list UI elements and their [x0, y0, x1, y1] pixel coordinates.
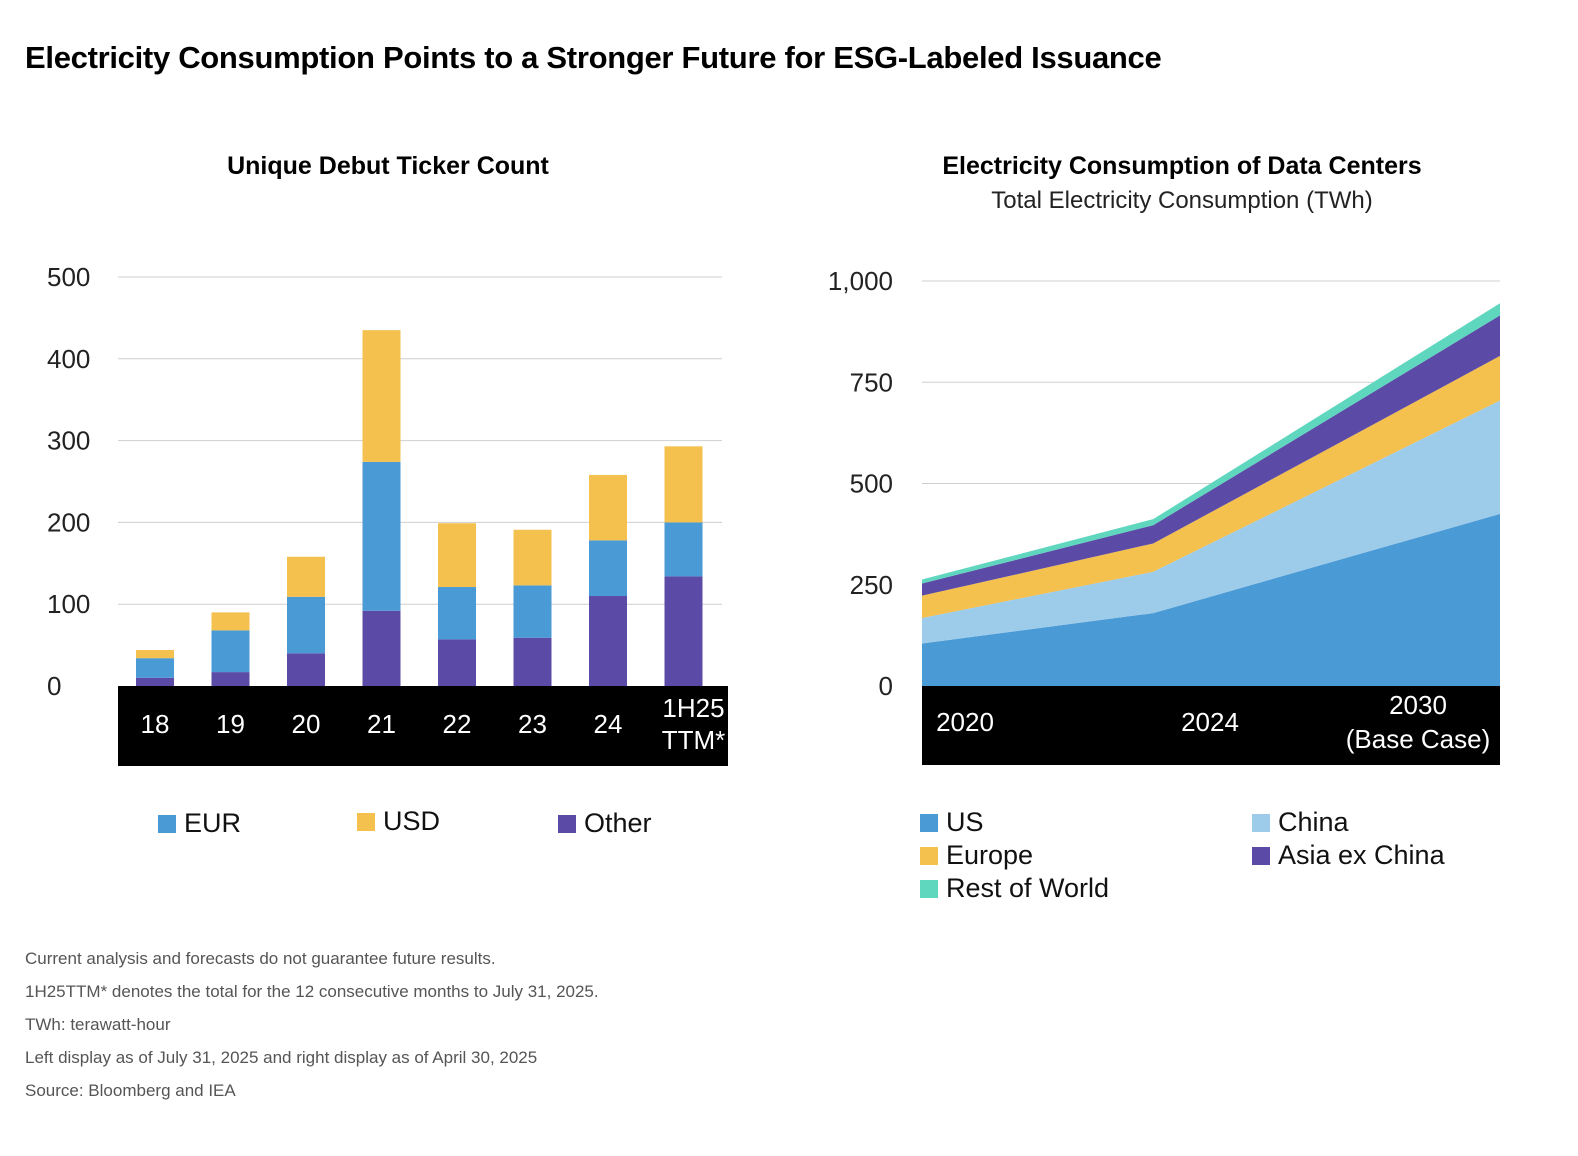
x-tick-label: 1H25 [662, 693, 724, 723]
y-tick-label: 200 [47, 507, 90, 537]
x-axis-band [922, 686, 1500, 765]
x-tick-label: 21 [367, 709, 396, 739]
legend-swatch [158, 814, 176, 833]
legend-item-usd: USD [357, 806, 440, 837]
bar-chart: 0 100 200 300 400 500 18 19 20 21 22 23 24 1H25TTM* [47, 262, 728, 766]
bar-usd-24 [589, 474, 627, 541]
bar-eur-19 [211, 630, 250, 673]
y-tick-label: 300 [47, 426, 90, 456]
bar-eur-20 [287, 596, 325, 654]
legend-label: China [1278, 807, 1349, 837]
bar-other-19 [211, 672, 250, 686]
x-tick-label: 2020 [936, 707, 994, 737]
x-tick-label: 18 [141, 709, 170, 739]
y-tick-label: 400 [47, 344, 90, 374]
bar-usd-1h25-ttm [664, 446, 703, 523]
legend-label: Europe [946, 840, 1034, 870]
x-tick-label: 24 [594, 709, 623, 739]
legend-swatch [920, 813, 938, 832]
area-chart: 0 250 500 750 1,000 2020 2024 2030 (Base Case) [828, 266, 1500, 765]
right-chart-title: Electricity Consumption of Data Centers [942, 152, 1422, 180]
legend-label: US [946, 807, 984, 837]
legend-item-china: China [1252, 807, 1349, 838]
legend-item-rest-of-world: Rest of World [920, 873, 1109, 904]
y-tick-label: 0 [879, 671, 893, 701]
page-title: Electricity Consumption Points to a Stro… [25, 40, 1162, 75]
bar-eur-1h25-ttm [664, 522, 703, 577]
bar-usd-23 [513, 529, 552, 586]
bar-other-20 [287, 653, 325, 686]
bar-other-18 [136, 677, 174, 686]
x-tick-label: 19 [216, 709, 245, 739]
bar-eur-23 [513, 585, 552, 638]
legend-label: USD [383, 806, 441, 836]
left-chart-title: Unique Debut Ticker Count [227, 152, 549, 180]
area-china [922, 400, 1500, 644]
bar-usd-22 [438, 523, 476, 588]
legend-item-us: US [920, 807, 984, 838]
footnote: TWh: terawatt-hour [25, 1015, 171, 1034]
legend-swatch [1252, 846, 1270, 865]
bar-other-21 [362, 610, 401, 686]
x-axis-band [118, 686, 728, 766]
x-tick-label: 23 [518, 709, 547, 739]
y-tick-label: 750 [850, 367, 893, 397]
footnote: Current analysis and forecasts do not gu… [25, 949, 496, 968]
legend-swatch [558, 814, 576, 833]
footnotes: Current analysis and forecasts do not gu… [25, 946, 599, 1111]
legend-swatch [920, 879, 938, 898]
y-tick-label: 250 [850, 570, 893, 600]
y-tick-label: 1,000 [828, 266, 893, 296]
bar-other-23 [513, 637, 552, 686]
legend-item-europe: Europe [920, 840, 1033, 871]
legend-label: Asia ex China [1278, 840, 1445, 870]
y-tick-label: 500 [850, 469, 893, 499]
footnote: Source: Bloomberg and IEA [25, 1081, 236, 1100]
legend-swatch [1252, 813, 1270, 832]
bar-usd-19 [211, 612, 250, 631]
bar-other-1h25-ttm [664, 576, 703, 686]
x-tick-label: 20 [292, 709, 321, 739]
bar-eur-22 [438, 587, 476, 640]
legend-item-asia-ex-china: Asia ex China [1252, 840, 1445, 871]
area-us [922, 513, 1500, 686]
bar-eur-21 [362, 461, 401, 611]
bar-usd-18 [136, 650, 174, 659]
legend-item-eur: EUR [158, 808, 241, 839]
x-tick-label: TTM* [662, 725, 726, 755]
footnote: Left display as of July 31, 2025 and rig… [25, 1048, 538, 1067]
bar-other-22 [438, 639, 476, 686]
bar-usd-20 [287, 556, 325, 597]
bar-usd-21 [362, 330, 401, 462]
x-tick-label: (Base Case) [1346, 724, 1491, 754]
legend-swatch [920, 846, 938, 865]
right-chart-subtitle: Total Electricity Consumption (TWh) [991, 187, 1373, 214]
legend-label: Other [584, 808, 652, 838]
bar-other-24 [589, 596, 627, 686]
legend-label: Rest of World [946, 873, 1110, 903]
bar-eur-24 [589, 540, 627, 597]
legend-item-other: Other [558, 808, 652, 839]
bar-eur-18 [136, 658, 174, 678]
y-tick-label: 500 [47, 262, 90, 292]
x-tick-label: 2030 [1389, 690, 1447, 720]
area-europe [922, 355, 1500, 618]
legend-label: EUR [184, 808, 242, 838]
legend-swatch [357, 812, 375, 831]
x-tick-label: 2024 [1181, 707, 1239, 737]
x-tick-label: 22 [443, 709, 472, 739]
footnote: 1H25TTM* denotes the total for the 12 co… [25, 982, 599, 1001]
y-tick-label: 0 [47, 671, 61, 701]
y-tick-label: 100 [47, 589, 90, 619]
